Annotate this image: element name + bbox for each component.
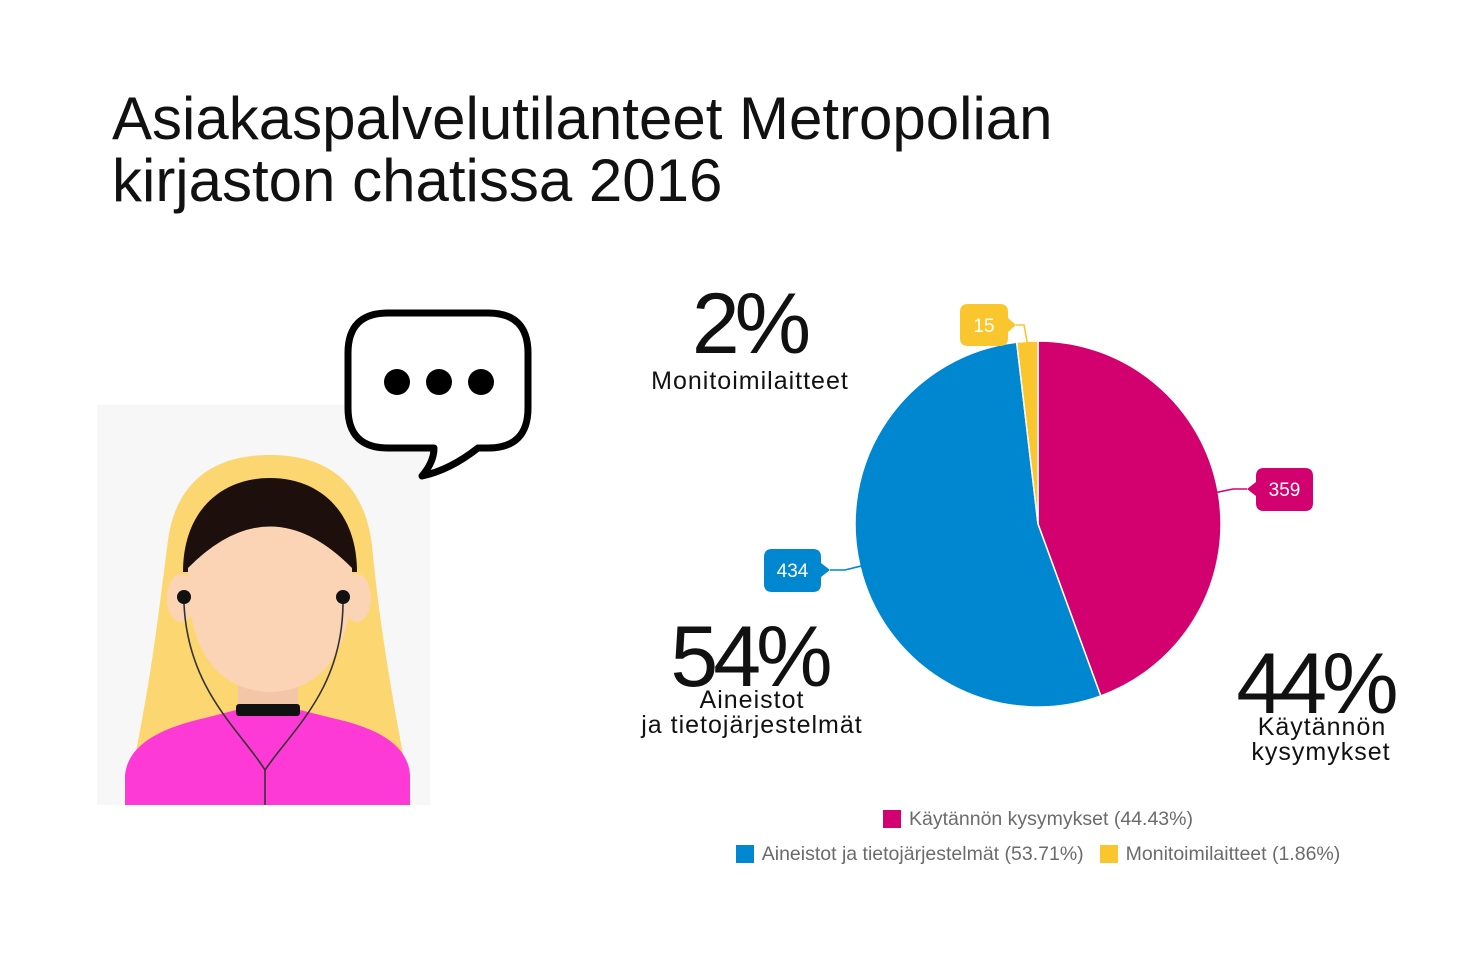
annotation-label-kaytannon-line-2: kysymykset xyxy=(1251,738,1391,766)
legend-percent: (53.71%) xyxy=(1004,843,1084,865)
legend-swatch xyxy=(1099,845,1118,863)
typing-dot-1 xyxy=(384,369,410,395)
face xyxy=(187,526,353,692)
annotation-label-monitoimilaitteet: Monitoimilaitteet xyxy=(651,367,849,395)
legend-item-kaytannon: Käytännön kysymykset (44.43%) xyxy=(883,809,1193,829)
legend-swatch xyxy=(883,810,902,828)
legend-item-monitoimilaitteet: Monitoimilaitteet (1.86%) xyxy=(1099,844,1341,864)
shirt xyxy=(125,710,410,805)
annotation-label-aineistot-line-1: Aineistot xyxy=(699,686,805,714)
annotation-percent-aineistot: 54% xyxy=(670,609,832,705)
data-label-box xyxy=(764,549,830,592)
data-label-box xyxy=(960,304,1016,346)
left-cable xyxy=(183,603,266,771)
legend-row-1: Käytännön kysymykset (44.43%) xyxy=(638,809,1438,829)
typing-dot-2 xyxy=(426,369,452,395)
legend-percent: (44.43%) xyxy=(1113,808,1193,830)
right-earbud-icon xyxy=(336,590,350,604)
annotation-label-kaytannon-line-1: Käytännön xyxy=(1257,713,1387,741)
legend-category: Käytännön kysymykset xyxy=(909,808,1109,830)
legend-text: Aineistot ja tietojärjestelmät (53.71%) xyxy=(762,844,1084,864)
pie-leader-lines xyxy=(830,324,1247,571)
leader-line-monitoimilaitteet xyxy=(1016,324,1029,344)
data-label-value: 15 xyxy=(973,316,994,337)
left-earbud-icon xyxy=(177,590,191,604)
annotation-percent-monitoimilaitteet: 2% xyxy=(691,276,811,372)
legend-category: Monitoimilaitteet xyxy=(1125,843,1267,865)
data-label-aineistot: 434 xyxy=(764,549,830,592)
legend-percent: (1.86%) xyxy=(1271,843,1341,865)
title-line-2: kirjaston chatissa 2016 xyxy=(112,147,723,214)
leader-line-kaytannon xyxy=(1216,488,1247,494)
pie-chart: 359 434 15 xyxy=(764,304,1313,708)
right-cable xyxy=(264,603,344,771)
data-label-monitoimilaitteet: 15 xyxy=(960,304,1016,346)
collar xyxy=(236,704,300,716)
speech-bubble-icon xyxy=(344,309,532,480)
legend-row-2: Aineistot ja tietojärjestelmät (53.71%) … xyxy=(638,844,1438,864)
legend-swatch xyxy=(735,845,754,863)
annotation-percent-kaytannon: 44% xyxy=(1236,636,1398,732)
leader-line-aineistot xyxy=(830,565,863,571)
data-label-box xyxy=(1247,468,1313,511)
legend-item-aineistot: Aineistot ja tietojärjestelmät (53.71%) xyxy=(735,844,1084,864)
legend-text: Käytännön kysymykset (44.43%) xyxy=(909,809,1193,829)
title-line-1: Asiakaspalvelutilanteet Metropolian xyxy=(112,85,1053,152)
pie-slices xyxy=(854,340,1222,708)
data-label-value: 434 xyxy=(777,561,809,582)
annotation-label-aineistot-line-2: ja tietojärjestelmät xyxy=(641,711,863,739)
woman-with-earphones-icon xyxy=(97,309,532,805)
earphone-cable-icon xyxy=(183,603,344,805)
legend-category: Aineistot ja tietojärjestelmät xyxy=(761,843,1000,865)
typing-dot-3 xyxy=(468,369,494,395)
legend-text: Monitoimilaitteet (1.86%) xyxy=(1126,844,1341,864)
data-label-kaytannon: 359 xyxy=(1247,468,1313,511)
page-title: Asiakaspalvelutilanteet Metropolian kirj… xyxy=(112,88,1053,212)
data-label-value: 359 xyxy=(1269,480,1301,501)
